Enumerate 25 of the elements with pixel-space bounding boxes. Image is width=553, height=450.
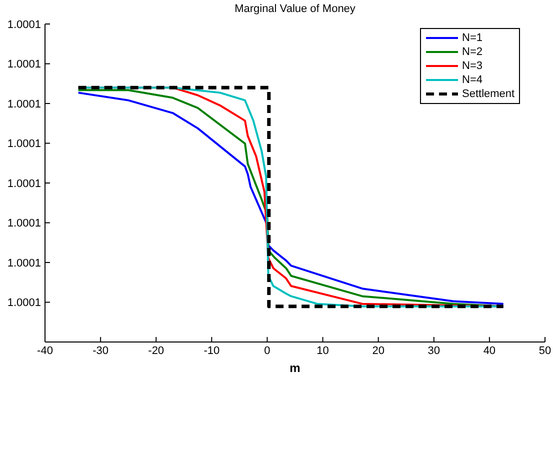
text: 1.0001 <box>7 58 41 71</box>
text: 1.0001 <box>7 297 41 310</box>
x-tick-label: 0 <box>264 344 270 357</box>
legend-label: N=1 <box>462 32 482 44</box>
x-tick-label: 30 <box>428 344 440 357</box>
x-tick-label: 20 <box>372 344 384 357</box>
x-axis-title: m <box>290 361 300 375</box>
x-tick-label: -20 <box>148 344 164 357</box>
x-tick-label: 50 <box>538 344 552 357</box>
x-tick-label: -30 <box>92 344 109 357</box>
text: 1.0001 <box>7 178 41 190</box>
text: 1.0001 <box>7 138 41 150</box>
legend-label: N=2 <box>462 46 482 58</box>
text: 1.0001 <box>7 218 41 230</box>
text: 1.0001 <box>7 18 41 31</box>
text: 1.0001 <box>7 98 41 110</box>
x-tick-label: 10 <box>316 344 329 357</box>
x-tick-label: 40 <box>483 344 496 357</box>
legend-label: N=3 <box>462 60 482 72</box>
x-tick-label: -40 <box>37 344 53 357</box>
legend-label: N=4 <box>462 74 482 86</box>
chart-title: Marginal Value of Money <box>234 3 356 15</box>
x-tick-label: -10 <box>204 344 220 357</box>
legend-label: Settlement <box>462 88 515 100</box>
text: 1.0001 <box>7 257 41 270</box>
